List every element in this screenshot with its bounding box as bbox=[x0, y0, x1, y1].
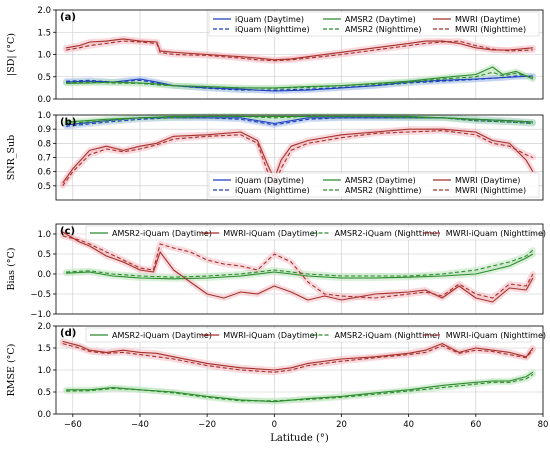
panel-label: (b) bbox=[60, 117, 76, 128]
legend: AMSR2-iQuam (Daytime) MWRI-iQuam (Daytime… bbox=[85, 327, 546, 343]
legend-box bbox=[208, 11, 540, 37]
y-tick-label: 2.0 bbox=[37, 6, 51, 16]
y-axis-label: Bias (°C) bbox=[6, 247, 17, 290]
y-tick-label: 0.5 bbox=[37, 73, 51, 83]
series-line bbox=[62, 235, 534, 299]
series-band bbox=[63, 371, 536, 404]
y-axis-label: RMSE (°C) bbox=[6, 344, 17, 397]
legend-entry: MWRI (Nighttime) bbox=[455, 186, 526, 195]
y-tick-label: −1.0 bbox=[30, 310, 51, 320]
x-tick-label: −60 bbox=[64, 420, 82, 430]
legend-entry: AMSR2 (Nighttime) bbox=[345, 25, 421, 34]
series-line bbox=[66, 40, 533, 62]
x-tick-label: 80 bbox=[538, 420, 549, 430]
legend-entry: AMSR2 (Daytime) bbox=[345, 15, 416, 24]
y-tick-label: 1.5 bbox=[37, 28, 51, 38]
legend-entry: MWRI-iQuam (Nighttime) bbox=[446, 331, 546, 340]
legend-entry: iQuam (Daytime) bbox=[235, 15, 304, 24]
legend-box bbox=[85, 327, 532, 343]
legend-entry: MWRI (Daytime) bbox=[455, 176, 520, 185]
legend-entry: iQuam (Daytime) bbox=[235, 176, 304, 185]
y-tick-label: 1.0 bbox=[37, 230, 51, 240]
legend-entry: AMSR2 (Nighttime) bbox=[345, 186, 421, 195]
legend-entry: MWRI-iQuam (Daytime) bbox=[223, 229, 318, 238]
series-line bbox=[62, 343, 534, 373]
x-axis: −60 −40 −20 0 20 40 60 80 Latitude (°) bbox=[64, 414, 549, 444]
y-tick-label: 0.8 bbox=[37, 139, 51, 149]
y-tick-label: −0.5 bbox=[30, 290, 51, 300]
y-tick-label: 0.5 bbox=[37, 182, 51, 192]
legend-entry: iQuam (Nighttime) bbox=[235, 186, 310, 195]
series-line bbox=[66, 253, 534, 280]
legend: AMSR2-iQuam (Daytime) MWRI-iQuam (Daytime… bbox=[85, 225, 546, 241]
plot-frame bbox=[55, 325, 544, 415]
y-tick-label: 1.5 bbox=[37, 344, 51, 354]
x-tick-label: 20 bbox=[336, 420, 347, 430]
legend: iQuam (Daytime)iQuam (Nighttime) AMSR2 (D… bbox=[208, 11, 540, 37]
panel-label: (d) bbox=[60, 328, 76, 339]
y-tick-label: 0.0 bbox=[37, 410, 51, 420]
y-tick-label: 0.7 bbox=[37, 154, 51, 164]
legend-entry: MWRI-iQuam (Nighttime) bbox=[446, 229, 546, 238]
plot-frame bbox=[55, 223, 544, 315]
series-line bbox=[62, 340, 534, 371]
legend-entry: AMSR2-iQuam (Nighttime) bbox=[335, 331, 441, 340]
x-tick-label: −20 bbox=[198, 420, 216, 430]
legend-entry: AMSR2-iQuam (Nighttime) bbox=[335, 229, 441, 238]
panel-c: −1.0 −0.5 0.0 0.5 1.0 (c) Bias (°C) AMSR2-iQuam… bbox=[6, 223, 546, 320]
y-tick-label: 0.6 bbox=[37, 168, 51, 178]
y-tick-label: 1.0 bbox=[37, 366, 51, 376]
x-tick-label: 60 bbox=[470, 420, 481, 430]
legend-entry: MWRI (Daytime) bbox=[455, 15, 520, 24]
plot-frame bbox=[55, 9, 544, 100]
x-tick-label: 0 bbox=[272, 420, 277, 430]
legend-entry: AMSR2 (Daytime) bbox=[345, 176, 416, 185]
y-axis-label: |SD| (°C) bbox=[6, 33, 17, 76]
panel-label: (a) bbox=[60, 12, 76, 23]
y-tick-label: 0.9 bbox=[37, 125, 51, 135]
panel-d: 0.0 0.5 1.0 1.5 2.0 (d) RMSE (°C) AMSR2-iQuam (… bbox=[6, 322, 546, 420]
legend-entry: AMSR2-iQuam (Daytime) bbox=[112, 229, 212, 238]
x-tick-label: 40 bbox=[403, 420, 414, 430]
y-tick-label: 0.0 bbox=[37, 270, 51, 280]
series-line bbox=[66, 371, 534, 403]
legend: iQuam (Daytime)iQuam (Nighttime) AMSR2 (D… bbox=[208, 172, 540, 198]
series-line bbox=[66, 71, 534, 89]
y-tick-label: 0.0 bbox=[37, 95, 51, 105]
y-axis-label: SNR_Sub bbox=[6, 135, 17, 180]
y-tick-label: 1.0 bbox=[37, 51, 51, 61]
y-tick-label: 1.0 bbox=[37, 111, 51, 121]
legend-entry: MWRI (Nighttime) bbox=[455, 25, 526, 34]
series-line bbox=[66, 115, 533, 125]
series-line bbox=[66, 38, 533, 61]
series-line bbox=[66, 373, 534, 402]
legend-entry: AMSR2-iQuam (Daytime) bbox=[112, 331, 212, 340]
legend-box bbox=[85, 225, 532, 241]
plot-frame bbox=[55, 114, 544, 201]
series-line bbox=[66, 249, 534, 278]
y-tick-label: 2.0 bbox=[37, 322, 51, 332]
legend-entry: iQuam (Nighttime) bbox=[235, 25, 310, 34]
legend-box bbox=[208, 172, 540, 198]
panel-a: 0.0 0.5 1.0 1.5 2.0 (a) |SD| (°C) iQuam (Daytim… bbox=[6, 6, 544, 105]
y-tick-label: 0.5 bbox=[37, 388, 51, 398]
series-line bbox=[66, 75, 533, 92]
panel-b: 0.5 0.6 0.7 0.8 0.9 1.0 (b) SNR_Sub iQuam (Dayti… bbox=[6, 111, 544, 201]
panel-label: (c) bbox=[60, 226, 75, 237]
x-axis-label: Latitude (°) bbox=[270, 433, 329, 444]
series-line bbox=[62, 231, 534, 303]
x-tick-label: −40 bbox=[131, 420, 149, 430]
legend-entry: MWRI-iQuam (Daytime) bbox=[223, 331, 318, 340]
y-tick-label: 0.5 bbox=[37, 250, 51, 260]
